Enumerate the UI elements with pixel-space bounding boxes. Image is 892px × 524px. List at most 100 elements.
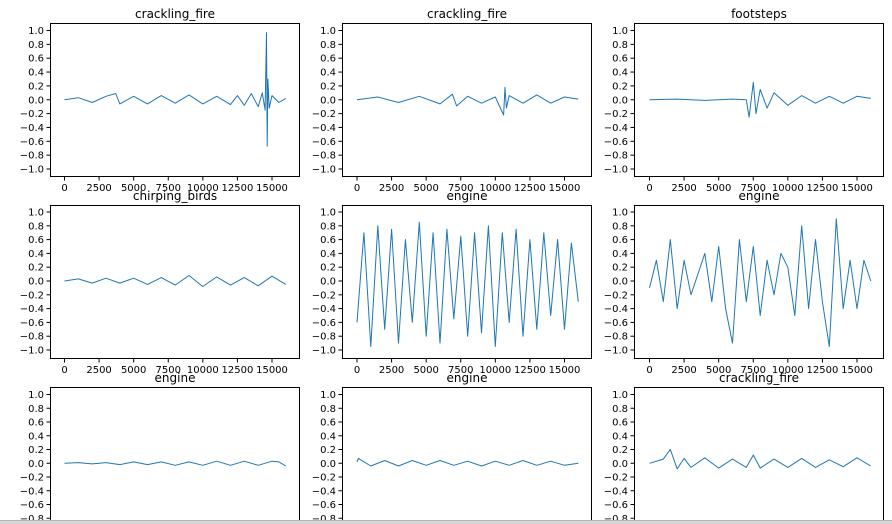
y-tick-label: 0.0: [28, 277, 44, 288]
y-tick-label: −0.2: [604, 109, 628, 120]
y-tick-label: 0.0: [612, 95, 628, 106]
y-tick-label: −0.4: [312, 304, 336, 315]
y-tick-label: −0.4: [604, 486, 628, 497]
y-tick-label: −0.2: [20, 473, 44, 484]
y-tick-label: 1.0: [320, 208, 336, 219]
subplot-panel: chirping_birds 1.0 0.8 0.6 0.4 0.2 0.0 −0.2 −0.4…: [20, 189, 300, 376]
y-tick-label: 0.0: [28, 95, 44, 106]
y-tick-label: −0.2: [604, 473, 628, 484]
y-tick-label: 0.8: [612, 221, 628, 232]
x-tick-label: 0: [646, 183, 652, 194]
axes-frame: [50, 23, 300, 177]
y-tick-label: −1.0: [20, 165, 44, 176]
y-tick-label: −0.8: [604, 514, 628, 523]
y-tick-label: −0.6: [604, 500, 628, 511]
y-tick-label: 0.6: [320, 418, 336, 429]
x-tick-label: 2500: [379, 365, 404, 376]
y-tick-label: −1.0: [604, 346, 628, 357]
x-tick-label: 15000: [549, 183, 581, 194]
y-tick-label: 0.6: [320, 54, 336, 65]
y-tick-label: 0.6: [612, 418, 628, 429]
waveform-line: [649, 218, 872, 347]
y-tick-label: −0.6: [20, 318, 44, 329]
subplot-title: crackling_fire: [135, 7, 215, 21]
waveform-line: [649, 81, 871, 118]
x-tick-label: 7500: [741, 365, 766, 376]
x-tick-label: 10000: [187, 365, 219, 376]
x-tick-label: 7500: [741, 183, 766, 194]
x-tick-label: 0: [354, 183, 360, 194]
axes-frame: [634, 387, 884, 523]
y-tick-label: 0.4: [28, 431, 44, 442]
y-tick-label: 0.4: [28, 68, 44, 79]
axes-frame: [634, 205, 884, 359]
axes-frame: [342, 23, 592, 177]
y-tick-label: 0.0: [612, 277, 628, 288]
x-tick-label: 5000: [706, 183, 731, 194]
x-tick-label: 12500: [222, 183, 254, 194]
y-tick-label: 1.0: [28, 390, 44, 401]
waveform-line: [356, 457, 579, 467]
x-tick-label: 2500: [86, 183, 111, 194]
x-tick-label: 12500: [807, 183, 839, 194]
subplot-grid: crackling_fire 1.0 0.8 0.6 0.4 0.2 0.0 −0.2 −0.4…: [20, 7, 884, 523]
y-tick-label: 0.6: [612, 235, 628, 246]
x-tick-label: 15000: [256, 365, 288, 376]
y-tick-label: 0.4: [320, 68, 336, 79]
y-tick-label: 0.2: [612, 263, 628, 274]
y-tick-label: 1.0: [320, 26, 336, 37]
subplot-panel: engine 1.0 0.8 0.6 0.4 0.2 0.0 −0.2 −0.4 −0.6 −0.8: [20, 371, 300, 523]
y-tick-label: 1.0: [612, 208, 628, 219]
axes-frame: [50, 387, 300, 523]
x-tick-label: 10000: [479, 365, 511, 376]
y-tick-label: −0.6: [20, 137, 44, 148]
subplot-panel: engine 1.0 0.8 0.6 0.4 0.2 0.0 −0.2 −0.4 −0.6 −0.8…: [604, 189, 884, 376]
waveform-line: [64, 460, 287, 467]
y-tick-label: 0.4: [320, 249, 336, 260]
waveform-line: [64, 275, 287, 287]
y-tick-label: −0.4: [604, 304, 628, 315]
y-tick-label: 0.8: [612, 404, 628, 415]
y-tick-label: 0.6: [28, 54, 44, 65]
y-tick-label: −0.6: [20, 500, 44, 511]
y-tick-label: −0.4: [312, 123, 336, 134]
y-tick-label: −0.6: [604, 318, 628, 329]
y-tick-label: −0.2: [312, 109, 336, 120]
y-tick-label: 0.2: [320, 263, 336, 274]
x-tick-label: 10000: [772, 365, 804, 376]
y-tick-label: 0.8: [28, 40, 44, 51]
y-tick-label: −0.8: [20, 514, 44, 523]
y-tick-label: 0.8: [612, 40, 628, 51]
x-tick-label: 7500: [448, 183, 473, 194]
subplot-panel: crackling_fire 1.0 0.8 0.6 0.4 0.2 0.0 −0.2 −0.4…: [604, 371, 884, 523]
y-tick-label: −0.8: [20, 151, 44, 162]
y-tick-label: −1.0: [312, 165, 336, 176]
subplot-panel: crackling_fire 1.0 0.8 0.6 0.4 0.2 0.0 −0.2 −0.4…: [312, 7, 592, 194]
y-tick-label: −0.2: [20, 109, 44, 120]
subplot-title: footsteps: [731, 7, 787, 21]
x-tick-label: 10000: [772, 183, 804, 194]
y-tick-label: 0.2: [28, 445, 44, 456]
y-tick-label: 1.0: [28, 26, 44, 37]
y-tick-label: 0.4: [320, 431, 336, 442]
axes-frame: [50, 205, 300, 359]
subplot-title: engine: [155, 371, 196, 385]
window-bottom-edge: [0, 520, 892, 524]
subplot-title: engine: [447, 371, 488, 385]
y-tick-label: 1.0: [612, 390, 628, 401]
y-tick-label: −0.8: [604, 151, 628, 162]
y-tick-label: −0.4: [20, 486, 44, 497]
y-tick-label: 0.0: [320, 277, 336, 288]
subplot-title: engine: [739, 189, 780, 203]
axes-frame: [634, 23, 884, 177]
axes-frame: [342, 205, 592, 359]
y-tick-label: 0.0: [320, 459, 336, 470]
x-tick-label: 0: [354, 365, 360, 376]
subplot-title: crackling_fire: [719, 371, 799, 385]
x-tick-label: 15000: [841, 365, 873, 376]
x-tick-label: 2500: [671, 365, 696, 376]
y-tick-label: −0.8: [312, 332, 336, 343]
x-tick-label: 0: [61, 365, 67, 376]
y-tick-label: 0.4: [612, 249, 628, 260]
y-tick-label: 0.2: [612, 445, 628, 456]
